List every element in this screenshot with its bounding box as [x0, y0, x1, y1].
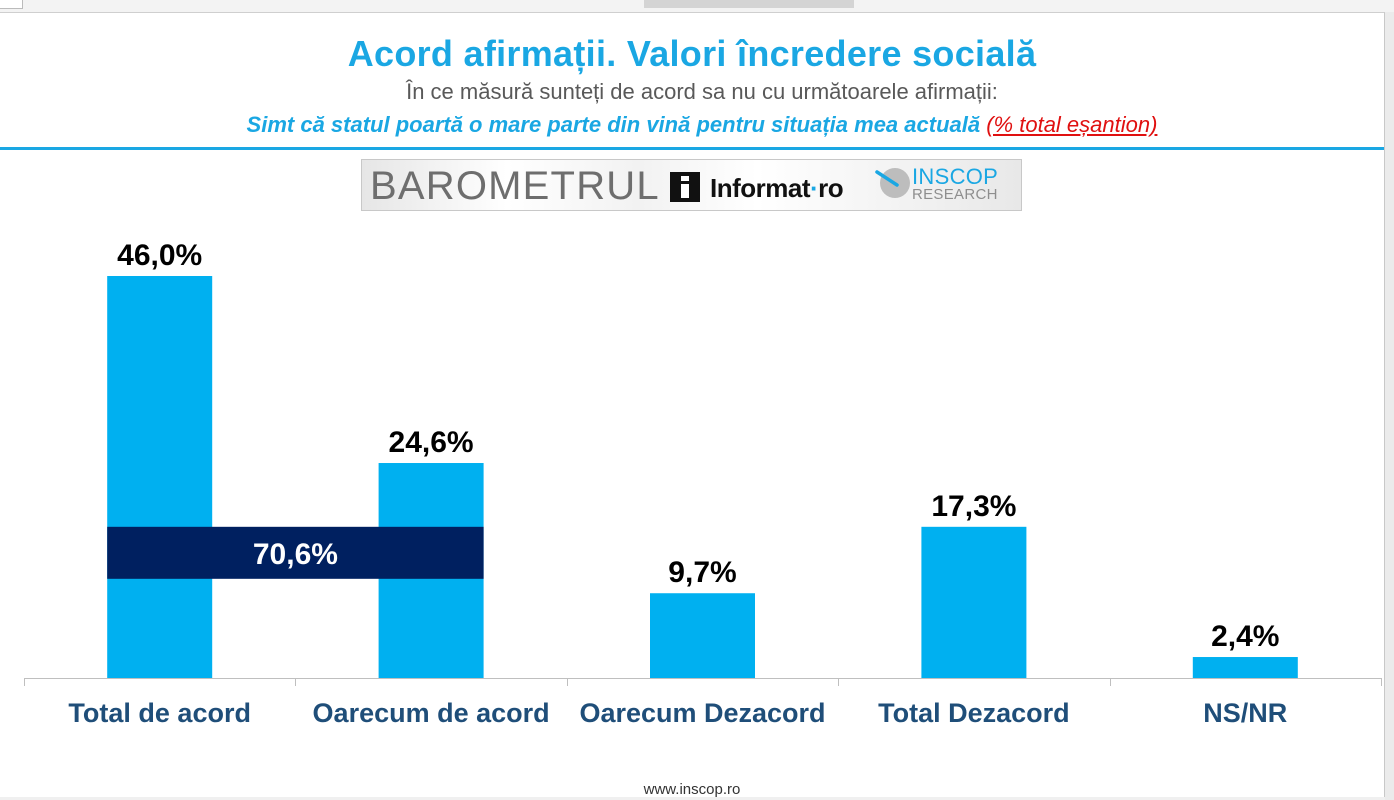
bar-ns-nr [1192, 657, 1298, 678]
informat-logo-main: Informat [710, 173, 811, 203]
bar-total-de-acord [107, 276, 213, 678]
value-label-total-de-acord: 46,0% [117, 239, 202, 272]
sample-note: (% total eșantion) [986, 112, 1158, 137]
bar-chart: 46,0% Total de acord 24,6% Oarecum de acord… [24, 239, 1382, 728]
header-divider [0, 147, 1384, 150]
value-label-total-dezacord: 17,3% [931, 490, 1016, 523]
tab-handle[interactable] [0, 0, 23, 9]
survey-question: Simt că statul poartă o mare parte din v… [0, 112, 1394, 138]
category-label-oarecum-dezacord: Oarecum Dezacord [579, 698, 825, 728]
value-label-oarecum-de-acord: 24,6% [389, 426, 474, 459]
vertical-scrollbar[interactable] [1385, 12, 1394, 800]
combined-total-label: 70,6% [253, 538, 338, 571]
combined-total-band [107, 526, 484, 579]
bar-total-dezacord [921, 526, 1027, 678]
horizontal-scrollbar-thumb[interactable] [644, 0, 854, 8]
footer-url: www.inscop.ro [643, 781, 741, 798]
inscop-logo-icon [875, 168, 910, 198]
informat-logo: Informat·ro [710, 173, 844, 204]
category-label-oarecum-de-acord: Oarecum de acord [313, 698, 550, 728]
informat-logo-dot: · [810, 173, 819, 203]
inscop-logo-subtitle: RESEARCH [912, 186, 998, 203]
info-icon [670, 172, 700, 202]
category-label-total-dezacord: Total Dezacord [878, 698, 1070, 728]
sponsor-logo-banner: BAROMETRUL Informat·ro INSCOP RESEARCH [361, 159, 1022, 211]
question-text: Simt că statul poartă o mare parte din v… [246, 112, 981, 137]
barometrul-logo: BAROMETRUL [370, 164, 660, 208]
category-label-total-de-acord: Total de acord [68, 698, 251, 728]
value-label-oarecum-dezacord: 9,7% [668, 556, 736, 589]
category-label-ns-nr: NS/NR [1203, 698, 1287, 728]
slide: Acord afirmații. Valori încredere social… [0, 12, 1385, 798]
inscop-logo: INSCOP [912, 164, 999, 189]
value-label-ns-nr: 2,4% [1211, 620, 1279, 653]
bar-oarecum-dezacord [650, 593, 755, 678]
chart-title: Acord afirmații. Valori încredere social… [347, 33, 1037, 74]
informat-logo-tld: ro [818, 173, 844, 203]
chart-subtitle: În ce măsură sunteți de acord sa nu cu u… [406, 79, 998, 104]
